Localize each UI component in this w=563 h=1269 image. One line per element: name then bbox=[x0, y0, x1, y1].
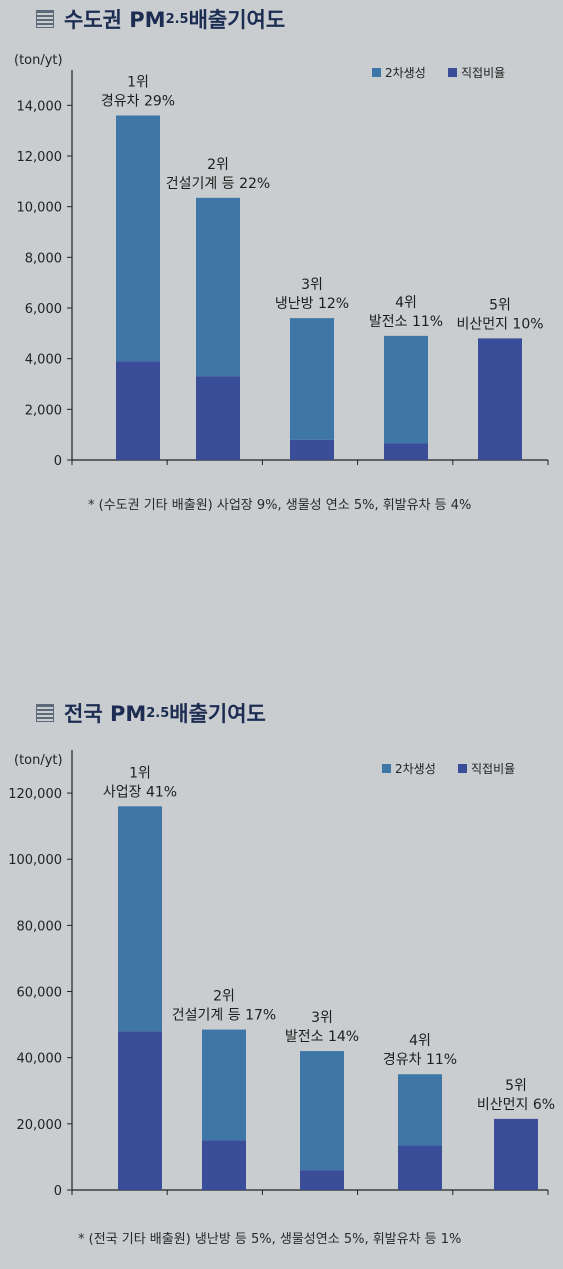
bar-label-1-1: 건설기계 등 22% bbox=[166, 176, 270, 192]
bar-label-3-0: 4위 bbox=[395, 295, 417, 311]
legend-label-direct: 직접비율 bbox=[471, 762, 515, 776]
bar-label-2-1: 발전소 14% bbox=[285, 1029, 359, 1045]
legend-label-secondary: 2차생성 bbox=[395, 762, 436, 776]
legend-label-direct: 직접비율 bbox=[461, 66, 505, 80]
bar-secondary-2 bbox=[300, 1051, 344, 1171]
bar-direct-0 bbox=[118, 1031, 162, 1190]
legend-label-secondary: 2차생성 bbox=[385, 66, 426, 80]
legend-swatch-secondary bbox=[382, 764, 391, 773]
bar-secondary-3 bbox=[384, 335, 428, 444]
y-tick-label: 60,000 bbox=[17, 986, 63, 1001]
y-tick-label: 120,000 bbox=[8, 787, 62, 802]
y-tick-label: 20,000 bbox=[17, 1118, 63, 1133]
bar-label-1-0: 2위 bbox=[207, 157, 229, 173]
bar-label-2-1: 냉난방 12% bbox=[275, 296, 349, 312]
bar-label-4-0: 5위 bbox=[489, 297, 511, 313]
chart-title-prefix: 전국 PM bbox=[64, 702, 147, 726]
bar-label-3-1: 발전소 11% bbox=[369, 314, 443, 330]
y-tick-label: 10,000 bbox=[17, 201, 63, 216]
chart-title-subscript: 2.5 bbox=[165, 11, 189, 27]
y-tick-label: 0 bbox=[54, 454, 62, 469]
bar-direct-1 bbox=[202, 1140, 246, 1190]
chart-section-national: 전국 PM 2.5 배출기여도 (ton/yt) 0 20,000 40,000 60,0… bbox=[0, 690, 563, 1269]
y-tick-label: 80,000 bbox=[17, 919, 63, 934]
bar-secondary-1 bbox=[196, 197, 240, 377]
y-tick-label: 100,000 bbox=[8, 853, 62, 868]
bar-secondary-2 bbox=[290, 318, 334, 440]
bar-direct-3 bbox=[384, 443, 428, 460]
bar-secondary-1 bbox=[202, 1029, 246, 1141]
y-tick-label: 2,000 bbox=[25, 403, 62, 418]
chart-title-prefix: 수도권 PM bbox=[64, 8, 166, 32]
list-icon bbox=[36, 10, 54, 28]
chart-title-suffix: 배출기여도 bbox=[169, 702, 266, 726]
bar-direct-3 bbox=[398, 1145, 442, 1190]
bar-label-2-0: 3위 bbox=[311, 1010, 333, 1026]
y-tick-label: 4,000 bbox=[25, 353, 62, 368]
y-tick-label: 6,000 bbox=[25, 302, 62, 317]
chart-section-capital: 수도권 PM 2.5 배출기여도 (ton/yt) 0 2,000 4,000 6,000… bbox=[0, 0, 563, 540]
bar-label-1-1: 건설기계 등 17% bbox=[172, 1008, 276, 1024]
bar-label-2-0: 3위 bbox=[301, 277, 323, 293]
legend-swatch-direct bbox=[458, 764, 467, 773]
bar-label-0-1: 사업장 41% bbox=[103, 784, 177, 800]
bar-secondary-3 bbox=[398, 1074, 442, 1146]
bar-direct-0 bbox=[116, 361, 160, 460]
bar-label-0-0: 1위 bbox=[127, 74, 149, 90]
y-tick-label: 0 bbox=[54, 1184, 62, 1199]
bar-direct-2 bbox=[300, 1170, 344, 1190]
bar-direct-4 bbox=[494, 1118, 538, 1190]
y-tick-label: 12,000 bbox=[17, 150, 63, 165]
bar-label-4-1: 비산먼지 10% bbox=[456, 316, 543, 332]
bar-chart-national: (ton/yt) 0 20,000 40,000 60,000 80,000 100,000… bbox=[8, 750, 555, 1199]
bar-label-0-1: 경유차 29% bbox=[101, 93, 175, 109]
chart-title-subscript: 2.5 bbox=[146, 705, 170, 721]
bar-label-1-0: 2위 bbox=[213, 989, 235, 1005]
chart-title: 전국 PM 2.5 배출기여도 bbox=[36, 698, 266, 728]
bar-label-4-0: 5위 bbox=[505, 1078, 527, 1094]
y-unit-label: (ton/yt) bbox=[14, 753, 63, 768]
chart-footnote: * (전국 기타 배출원) 냉난방 등 5%, 생물성연소 5%, 휘발유차 등… bbox=[78, 1232, 462, 1247]
y-unit-label: (ton/yt) bbox=[14, 53, 63, 68]
y-tick-label: 14,000 bbox=[17, 99, 63, 114]
bar-label-3-0: 4위 bbox=[409, 1033, 431, 1049]
list-icon bbox=[36, 704, 54, 722]
legend-swatch-direct bbox=[448, 68, 457, 77]
y-tick-label: 8,000 bbox=[25, 251, 62, 266]
bar-secondary-0 bbox=[116, 115, 160, 362]
bar-secondary-0 bbox=[118, 806, 162, 1032]
bar-direct-4 bbox=[478, 338, 522, 460]
chart-footnote: * (수도권 기타 배출원) 사업장 9%, 생물성 연소 5%, 휘발유차 등… bbox=[88, 498, 472, 513]
bar-chart-capital: (ton/yt) 0 2,000 4,000 6,000 8,000 10,000 12,00… bbox=[14, 53, 549, 469]
legend-swatch-secondary bbox=[372, 68, 381, 77]
chart-title-suffix: 배출기여도 bbox=[188, 8, 286, 32]
bar-label-3-1: 경유차 11% bbox=[383, 1052, 457, 1068]
bar-label-4-1: 비산먼지 6% bbox=[477, 1097, 555, 1113]
bar-direct-2 bbox=[290, 439, 334, 460]
chart-title: 수도권 PM 2.5 배출기여도 bbox=[36, 4, 285, 34]
bar-label-0-0: 1위 bbox=[129, 765, 151, 781]
bar-direct-1 bbox=[196, 376, 240, 460]
y-tick-label: 40,000 bbox=[17, 1052, 63, 1067]
